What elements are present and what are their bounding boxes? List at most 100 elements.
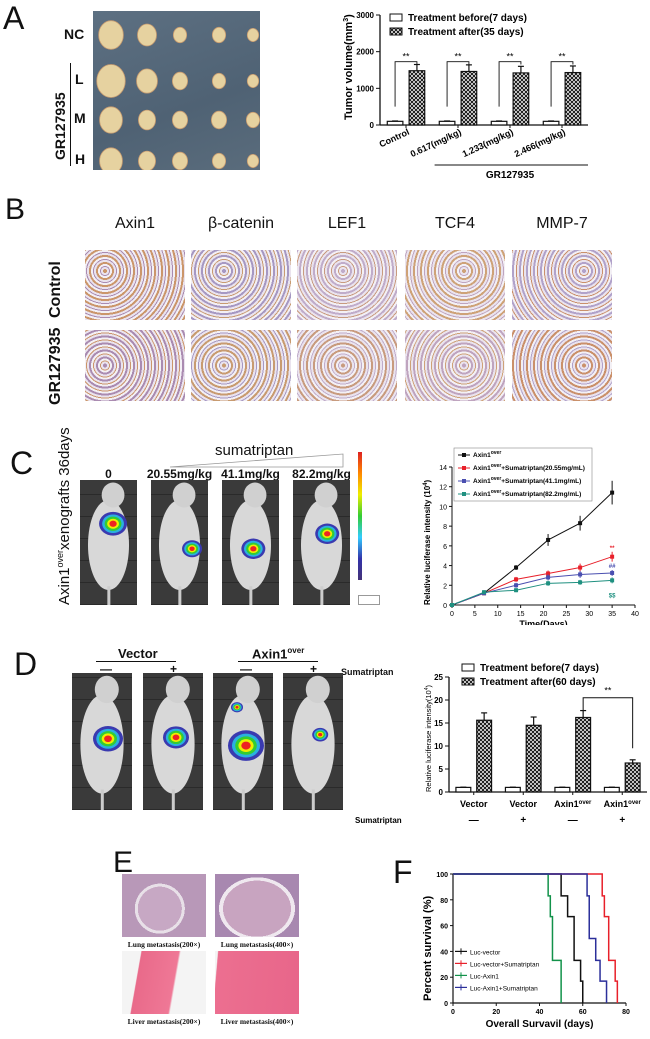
row-label-nc: NC: [64, 26, 85, 42]
legend-marker: [462, 453, 466, 457]
legend-name: Axin1: [473, 452, 491, 459]
x-tick-label-sup: over: [628, 800, 641, 806]
y-axis-label-text: Relative luciferase intensity(10: [424, 690, 433, 792]
data-point: [546, 571, 551, 576]
row-label-gene: Axin1: [56, 567, 73, 605]
mouse-body: [158, 500, 201, 590]
tumor: [96, 64, 126, 98]
chart-c-luciferase-time: 0 2 4 6 8 10 12 14 0 5 10 15 20 25 30 35 40 Time(Days) Rel…: [423, 447, 639, 625]
x-axis-label: Overall Survavil (days): [486, 1019, 594, 1030]
mouse-tail: [171, 789, 175, 810]
y-axis-label-sup: 3: [343, 18, 350, 22]
histology-caption: Lung metastasis(400×): [220, 940, 294, 949]
mouse-image-dose-2: [222, 480, 279, 605]
data-point: [578, 565, 583, 570]
tumor-photo: [93, 11, 261, 175]
tumor: [246, 153, 260, 168]
mouse-image: [87, 482, 130, 605]
significance-bracket: [446, 61, 470, 107]
significance-label: **: [610, 546, 615, 552]
mouse-image-d-2: [213, 673, 273, 810]
ihc-image-gr127935-0: [85, 330, 185, 401]
group-line-vector: [96, 661, 176, 662]
x-axis-label: Time(Days): [519, 619, 567, 625]
colorbar-scale-box: [358, 595, 380, 605]
tumor: [99, 106, 123, 134]
sumatriptan-sign: +: [520, 815, 526, 826]
mouse-head: [101, 482, 125, 508]
bioluminescence-signal: [189, 546, 195, 551]
x-tick-label: 0.617(mg/kg): [409, 127, 463, 159]
x-tick-label: 20: [492, 1009, 500, 1016]
legend-label: Axin1over+Sumatriptan(20.55mg/mL): [473, 463, 585, 472]
luminescence-colorbar: [358, 452, 362, 580]
y-tick-label: 5: [439, 765, 444, 774]
mouse-head: [94, 675, 119, 704]
column-header: MMP-7: [536, 215, 588, 232]
row-label-xenografts: Axin1overxenografts 36days: [55, 427, 73, 605]
ihc-image-gr127935-4: [512, 330, 612, 401]
tumor: [137, 23, 157, 47]
y-axis-label-text: Tumor volume(mm: [343, 22, 355, 120]
x-tick-label: 30: [585, 611, 593, 618]
data-point: [578, 521, 583, 526]
tumor: [245, 111, 261, 129]
y-axis-label-close: ): [424, 685, 433, 688]
sign-label: —: [100, 662, 112, 676]
x-tick-label: 5: [473, 611, 477, 618]
mouse-tail: [100, 789, 104, 810]
histology-caption: Liver metastasis(200×): [127, 1017, 201, 1026]
mouse-head: [305, 675, 330, 704]
y-axis-label-text: Relative luciferase intensity (10: [423, 485, 432, 605]
mouse-image: [151, 675, 195, 810]
bar: [525, 724, 542, 793]
tumor: [172, 110, 189, 130]
x-tick-label: 15: [517, 611, 525, 618]
mouse-image: [80, 675, 124, 810]
survival-curve: [453, 873, 608, 1003]
y-tick-label: 0: [439, 788, 444, 797]
panel-label-f: F: [393, 854, 413, 890]
x-tick-label: 2.466(mg/kg): [513, 127, 567, 159]
mouse-tail: [320, 586, 324, 605]
legend-box: [453, 447, 593, 502]
y-axis-label: Relative luciferase intensity (104): [423, 479, 432, 605]
ihc-image-control-2: [297, 250, 397, 320]
y-tick-label: 10: [439, 504, 447, 511]
y-axis-label: Percent survival (%): [422, 896, 434, 1001]
y-tick-label: 40: [440, 949, 448, 956]
y-tick-label: 6: [443, 544, 447, 551]
bioluminescence-signal: [241, 741, 251, 750]
bioluminescence-signal: [172, 734, 180, 741]
legend-label: Axin1over+Sumatriptan(82.2mg/mL): [473, 489, 581, 498]
row-label-l: L: [75, 71, 84, 87]
mouse-image: [300, 482, 343, 605]
x-tick-label: 20: [540, 611, 548, 618]
sign-label: —: [240, 662, 252, 676]
histology-image-0: [122, 874, 206, 937]
bioluminescence-signal: [235, 705, 239, 709]
legend-suffix: +Sumatriptan(41.1mg/mL): [501, 478, 581, 485]
column-header: β-catenin: [207, 215, 275, 232]
sumatriptan-row-label: Sumatriptan: [355, 816, 402, 825]
y-tick-label: 14: [439, 465, 447, 472]
mouse-image-d-1: [143, 673, 203, 810]
x-tick-label: 0: [450, 611, 454, 618]
data-point: [514, 577, 519, 582]
tumor: [99, 147, 123, 175]
mouse-image-d-3: [283, 673, 343, 810]
bioluminescence-signal: [318, 732, 323, 737]
tumor: [211, 152, 227, 170]
significance-label: **: [604, 686, 612, 696]
tumor: [172, 26, 188, 44]
mouse-head: [235, 675, 260, 704]
row-label-gr127935: GR127935: [47, 327, 64, 405]
y-tick-label: 0: [444, 1001, 448, 1008]
legend-label: Luc-vector+Sumatriptan: [470, 961, 540, 968]
mouse-image: [229, 482, 272, 605]
ihc-image-gr127935-3: [405, 330, 505, 401]
data-point: [482, 590, 487, 595]
legend-name: Axin1: [473, 478, 491, 485]
x-tick-label: Control: [378, 127, 411, 150]
series-line: [451, 579, 613, 606]
